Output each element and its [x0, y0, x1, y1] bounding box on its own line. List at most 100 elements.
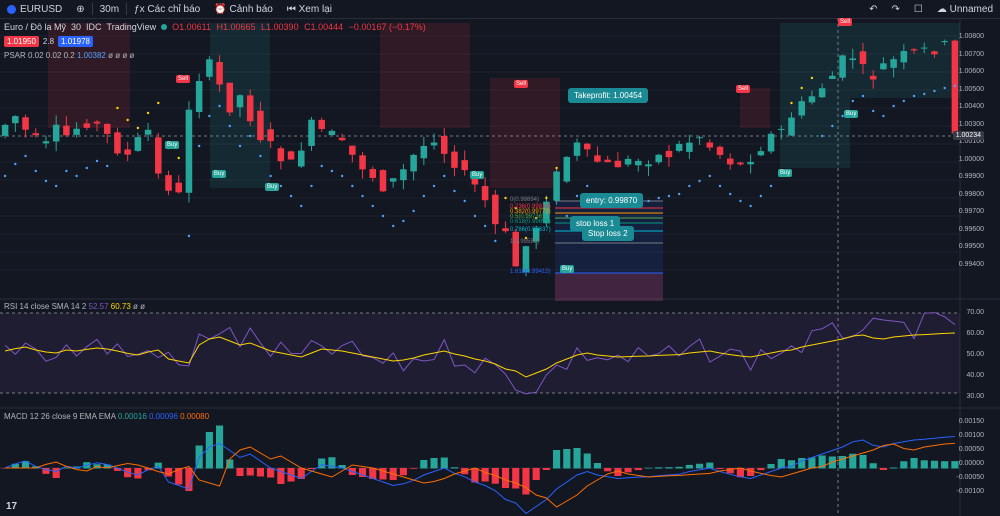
macd-histogram-bar — [910, 458, 918, 469]
layout-button[interactable]: ☐ — [913, 3, 923, 15]
symbol-button[interactable]: EURUSD — [0, 0, 69, 18]
candle-body — [737, 162, 744, 165]
indicators-button[interactable]: ƒx Các chỉ báo — [134, 3, 201, 15]
candle-body — [604, 159, 611, 163]
macd-histogram-bar — [236, 468, 244, 476]
candle-body — [900, 51, 908, 63]
candle-body — [165, 175, 172, 191]
psar-dot — [340, 174, 344, 178]
macd-histogram-bar — [297, 468, 305, 479]
macd-histogram-bar — [62, 467, 70, 469]
psar-dot — [320, 164, 323, 168]
macd-histogram-bar — [604, 468, 612, 472]
candle-body — [32, 133, 40, 136]
rsi-axis-label: 30.00 — [966, 393, 984, 400]
rsi-axis-label: 70.00 — [966, 309, 984, 316]
macd-histogram-bar — [920, 460, 928, 469]
candle-body — [583, 143, 591, 150]
psar-dot — [228, 124, 231, 128]
macd-histogram-bar — [277, 468, 285, 484]
psar-dot — [106, 164, 109, 168]
stoploss2-callout[interactable]: Stop loss 2 — [582, 226, 634, 241]
takeprofit-callout[interactable]: Takeprofit: 1.00454 — [568, 88, 649, 103]
spread-value: 2.8 — [42, 37, 55, 46]
candle-body — [716, 146, 724, 155]
candle-body — [859, 51, 867, 65]
fib-level-label: 0.618(0.99698) — [510, 219, 551, 225]
price-axis-label: 1.00600 — [958, 68, 984, 75]
sell-signal: Sell — [176, 75, 191, 83]
macd-axis-label: 0.00150 — [958, 418, 984, 425]
replay-icon: ⏮ — [286, 3, 299, 15]
psar-dot — [473, 214, 477, 218]
candle-body — [461, 160, 468, 171]
top-toolbar: EURUSD ⊕ 30m ƒx Các chỉ báo ⏰ Cảnh báo ⏮… — [0, 0, 1000, 19]
candle-body — [492, 194, 499, 225]
fib-level-label: 0.5(0.99736) — [510, 214, 545, 220]
add-symbol-button[interactable]: ⊕ — [76, 3, 85, 15]
candle-body — [451, 151, 458, 168]
macd-histogram-bar — [808, 457, 816, 469]
candle-body — [778, 128, 785, 130]
symbol-name: Euro / Đô la Mỹ — [4, 22, 67, 32]
fib-level-label: 0(0.99894) — [510, 197, 540, 203]
rsi-legend[interactable]: RSI 14 close SMA 14 2 52.57 60.73 ø ø — [4, 302, 146, 311]
price-axis-label: 0.99800 — [958, 190, 984, 198]
psar-legend[interactable]: PSAR 0.02 0.02 0.2 1.00382 ø ø ø ø — [4, 51, 135, 60]
psar-dot — [841, 114, 844, 118]
macd-legend[interactable]: MACD 12 26 close 9 EMA EMA 0.00016 0.000… — [4, 412, 210, 421]
psar-dot — [524, 236, 528, 240]
macd-histogram-bar — [420, 460, 428, 469]
candle-body — [655, 154, 662, 163]
candle-body — [338, 137, 346, 141]
signal-zone — [780, 23, 850, 168]
candle-body — [757, 151, 765, 156]
replay-button[interactable]: ⏮ Xem lại — [286, 3, 332, 15]
macd-histogram-bar — [818, 455, 826, 469]
psar-dot — [667, 194, 671, 198]
buy-button[interactable]: 1.01978 — [58, 36, 93, 47]
psar-dot — [483, 224, 487, 228]
sell-signal: Sell — [514, 80, 529, 88]
interval-button[interactable]: 30m — [99, 3, 120, 15]
psar-dot — [534, 216, 538, 220]
buy-signal: Buy — [165, 141, 180, 149]
entry-callout[interactable]: entry: 0.99870 — [580, 193, 644, 208]
psar-dot — [44, 179, 48, 183]
macd-histogram-bar — [113, 468, 122, 471]
layout-name-button[interactable]: ☁ Unnamed — [936, 3, 993, 15]
alerts-button[interactable]: ⏰ Cảnh báo — [214, 3, 273, 15]
macd-histogram-bar — [369, 468, 377, 479]
macd-histogram-bar — [522, 468, 530, 495]
psar-dot — [310, 184, 313, 188]
candle-body — [308, 119, 315, 146]
macd-histogram-bar — [696, 463, 704, 469]
fib-level-label: 0.382(0.99773) — [510, 209, 551, 215]
psar-dot — [575, 194, 579, 198]
candle-body — [747, 161, 754, 165]
macd-histogram-bar — [379, 468, 387, 480]
market-status-icon — [161, 24, 168, 30]
candle-body — [481, 186, 489, 201]
candle-body — [134, 137, 142, 151]
macd-axis-label: 0.00000 — [958, 460, 984, 467]
psar-dot — [902, 99, 906, 103]
legend-change: −0.00167 (−0.17%) — [348, 22, 426, 32]
candle-body — [175, 182, 182, 193]
macd-histogram-bar — [358, 468, 367, 477]
macd-histogram-bar — [501, 468, 510, 488]
sell-button[interactable]: 1.01950 — [4, 36, 39, 47]
chart-canvas[interactable] — [0, 18, 1000, 516]
rsi-axis-label: 50.00 — [966, 351, 984, 358]
psar-dot — [208, 114, 211, 118]
psar-dot — [790, 101, 793, 105]
macd-histogram-bar — [787, 460, 796, 469]
macd-histogram-bar — [21, 461, 30, 469]
candle-body — [124, 149, 131, 155]
redo-button[interactable]: ↷ — [891, 3, 900, 15]
psar-dot — [810, 76, 814, 80]
psar-dot — [820, 134, 824, 138]
psar-dot — [249, 134, 252, 138]
undo-button[interactable]: ↶ — [869, 3, 878, 15]
legend-low: L1.00390 — [261, 22, 299, 32]
